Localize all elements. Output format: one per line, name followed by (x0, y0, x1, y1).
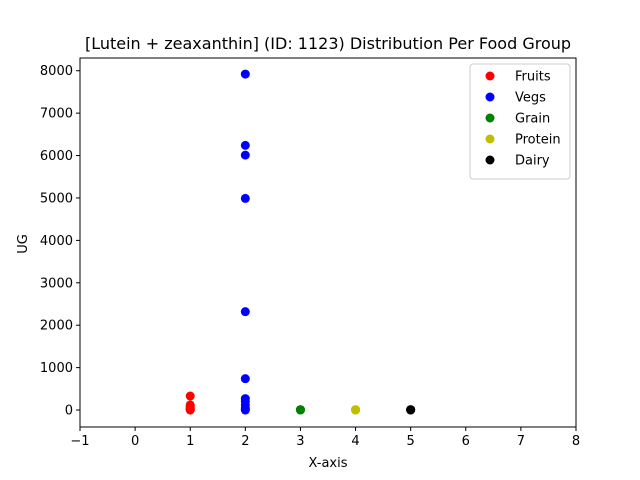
x-tick-label: 3 (296, 434, 304, 449)
x-tick-label: 1 (186, 434, 194, 449)
series-fruits (185, 391, 195, 415)
data-point (240, 405, 250, 415)
series-grain (295, 405, 305, 415)
chart-title: [Lutein + zeaxanthin] (ID: 1123) Distrib… (85, 34, 571, 53)
legend-marker (485, 155, 495, 165)
legend-label: Vegs (515, 91, 546, 106)
data-point (240, 140, 250, 150)
x-tick-label: 5 (407, 434, 415, 449)
series-dairy (406, 405, 416, 415)
series-protein (351, 405, 361, 415)
x-tick-label: 8 (572, 434, 580, 449)
y-axis: 0 1000 2000 3000 4000 5000 6000 7000 8000 (40, 64, 80, 419)
x-tick-label: 6 (462, 434, 470, 449)
legend-label: Fruits (515, 70, 551, 85)
legend-label: Grain (515, 112, 550, 127)
data-point (185, 405, 195, 415)
legend-marker (485, 71, 495, 81)
y-tick-label: 2000 (40, 319, 73, 334)
y-tick-label: 1000 (40, 361, 73, 376)
legend-item-fruits: Fruits (485, 70, 551, 85)
y-tick-label: 8000 (40, 64, 73, 79)
y-axis-label: UG (16, 234, 31, 254)
data-point (406, 405, 416, 415)
y-tick-label: 5000 (40, 191, 73, 206)
legend-item-grain: Grain (485, 112, 550, 127)
data-point (240, 69, 250, 79)
x-tick-label: 0 (131, 434, 139, 449)
data-point (240, 374, 250, 384)
data-point (295, 405, 305, 415)
legend-item-dairy: Dairy (485, 154, 550, 169)
legend-box (469, 63, 571, 180)
data-point (351, 405, 361, 415)
y-tick-label: 6000 (40, 149, 73, 164)
y-tick-label: 0 (65, 404, 73, 419)
data-point (240, 150, 250, 160)
legend-item-vegs: Vegs (485, 91, 546, 106)
legend-marker (485, 134, 495, 144)
x-axis: −1 0 1 2 3 4 5 6 7 8 (70, 427, 580, 449)
series-vegs (240, 69, 250, 415)
x-tick-label: 2 (241, 434, 249, 449)
x-axis-label: X-axis (309, 456, 348, 471)
data-point (185, 391, 195, 401)
x-tick-label: −1 (70, 434, 89, 449)
plot-frame (79, 57, 577, 428)
legend-marker (485, 92, 495, 102)
legend-label: Protein (515, 133, 561, 148)
y-tick-label: 4000 (40, 234, 73, 249)
y-tick-label: 7000 (40, 107, 73, 122)
legend-item-protein: Protein (485, 133, 561, 148)
data-point (240, 307, 250, 317)
y-tick-label: 3000 (40, 276, 73, 291)
legend: Fruits Vegs Grain Protein Dairy (469, 63, 571, 180)
data-point (240, 193, 250, 203)
plot-area (79, 57, 577, 428)
x-tick-label: 7 (517, 434, 525, 449)
x-tick-label: 4 (351, 434, 359, 449)
legend-label: Dairy (515, 154, 550, 169)
legend-marker (485, 113, 495, 123)
